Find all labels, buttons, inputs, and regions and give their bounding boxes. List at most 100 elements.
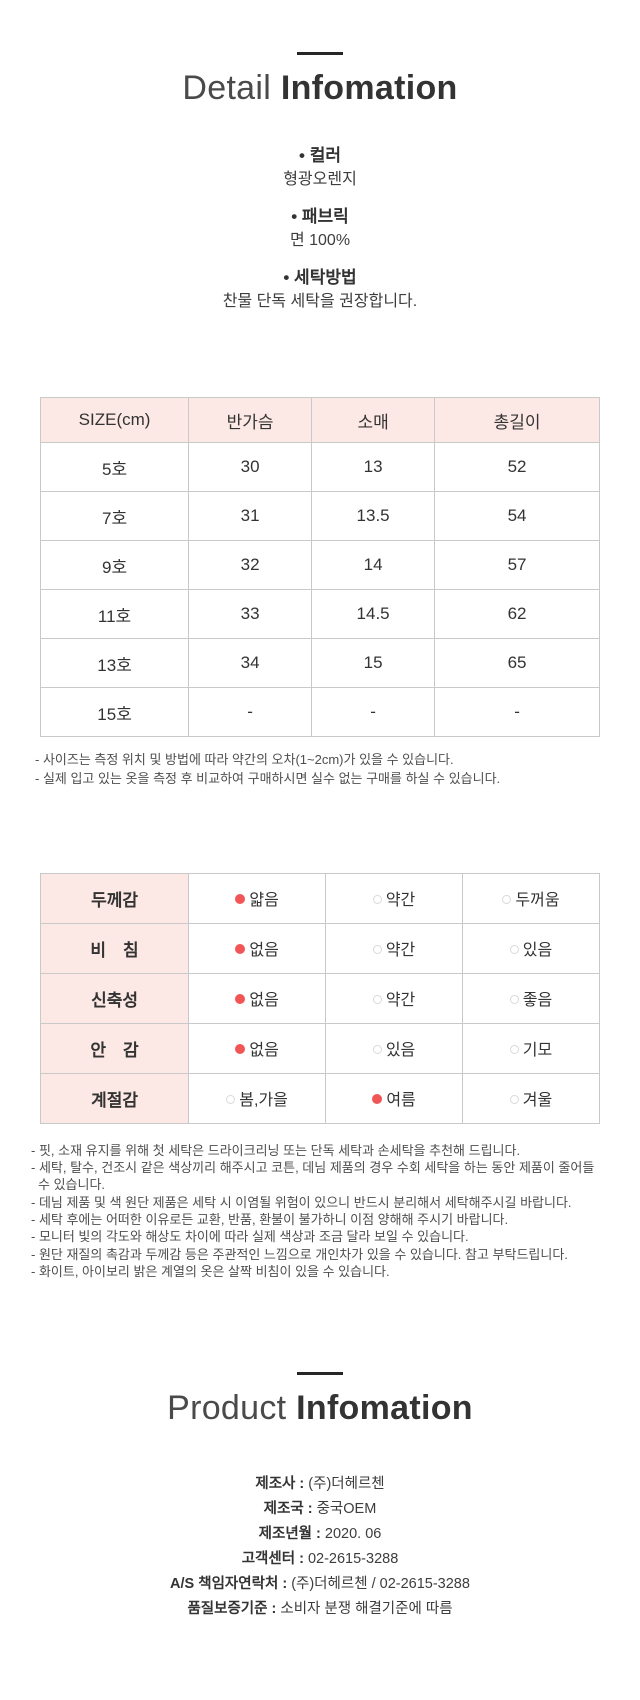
attr-sheerness-label: 비 침 [39,922,190,974]
radio-dot-icon [509,1095,519,1105]
table-row: 신축성 없음 약간 좋음 [39,972,600,1024]
info-value: 소비자 분쟁 해결기준에 따름 [280,1600,453,1617]
attr-option: 없음 [188,1022,327,1074]
size-table-header-size: SIZE(cm) [39,397,190,444]
care-note: - 모니터 빛의 각도와 해상도 차이에 따라 실제 색상과 조금 달라 보일 … [31,1229,469,1245]
info-value: 중국OEM [316,1501,377,1518]
radio-dot-icon [372,995,382,1005]
sleeve-cell: 13 [311,442,436,493]
attr-option-label: 없음 [249,992,279,1010]
attr-option: 두꺼움 [462,872,600,924]
attr-option-label: 기모 [522,1042,553,1060]
care-note: - 화이트, 아이보리 밝은 계열의 옷은 살짝 비침이 있을 수 있습니다. [31,1263,390,1279]
attr-option: 봄,가을 [188,1072,327,1124]
length-cell: 62 [434,589,600,640]
spec-wash-label: • 세탁방법 [283,268,357,288]
sleeve-cell: 15 [311,638,436,689]
info-value: (주)더헤르첸 [308,1476,385,1493]
sleeve-cell: 13.5 [311,491,436,542]
length-cell: 52 [434,442,600,493]
attr-season-label: 계절감 [39,1072,190,1124]
title-divider-line [297,52,343,55]
attr-option: 있음 [325,1022,464,1074]
spec-fabric-value: 면 100% [289,231,351,249]
info-country: 제조국 : 중국OEM [0,1497,640,1522]
attr-option: 없음 [188,972,327,1024]
info-label: 제조년월 [258,1526,313,1543]
attr-option: 있음 [462,922,600,974]
info-separator: : [312,1526,325,1543]
table-row: 9호 32 14 57 [39,540,600,591]
attr-option: 겨울 [462,1072,600,1124]
product-info-list: 제조사 : (주)더헤르첸 제조국 : 중국OEM 제조년월 : 2020. 0… [0,1472,640,1622]
size-table-header-chest: 반가슴 [188,397,313,444]
spec-wash-value: 찬물 단독 세탁을 권장합니다. [222,292,418,310]
title-divider-line [297,1372,343,1376]
chest-cell: 33 [188,589,313,640]
care-note: - 원단 재질의 촉감과 두께감 등은 주관적인 느낌으로 개인차가 있을 수 … [31,1246,568,1262]
detail-section-title: Detail Infomation [0,69,640,108]
attr-stretch-label: 신축성 [39,972,190,1024]
spec-list: • 컬러 형광오렌지 • 패브릭 면 100% • 세탁방법 찬물 단독 세탁을… [0,144,640,313]
fabric-attribute-table: 두께감 얇음 약간 두꺼움 비 침 없음 약간 있음 신축성 없음 약간 좋음 … [39,872,600,1124]
info-label: 품질보증기준 [187,1600,268,1617]
info-value: (주)더헤르첸 / 02-2615-3288 [291,1575,470,1592]
care-note: - 데님 제품 및 색 원단 제품은 세탁 시 이염될 위험이 있으니 반드시 … [31,1194,572,1210]
size-table-header-sleeve: 소매 [311,397,436,444]
table-row: 13호 34 15 65 [39,638,600,689]
table-row: 두께감 얇음 약간 두꺼움 [39,872,600,924]
table-row: 계절감 봄,가을 여름 겨울 [39,1072,600,1124]
info-value: 02-2615-3288 [307,1551,399,1568]
radio-dot-icon [509,995,519,1005]
table-row: 11호 33 14.5 62 [39,589,600,640]
chest-cell: - [188,687,313,738]
attr-option-label: 얇음 [249,892,279,910]
length-cell: 57 [434,540,600,591]
info-label: 제조사 [255,1476,296,1493]
size-cell: 5호 [39,442,190,493]
chest-cell: 31 [188,491,313,542]
radio-dot-icon [372,895,382,905]
info-separator: : [278,1575,292,1592]
radio-dot-icon [372,1045,382,1055]
spec-color-label: • 컬러 [299,146,341,166]
attr-option: 약간 [325,922,464,974]
attr-option: 약간 [325,872,464,924]
attr-option-label: 좋음 [522,992,553,1010]
attr-option: 여름 [325,1072,464,1124]
radio-dot-icon [372,945,382,955]
attr-lining-label: 안 감 [39,1022,190,1074]
radio-dot-icon [235,1044,246,1055]
title-word-bold: Infomation [296,1389,473,1428]
table-row: 비 침 없음 약간 있음 [39,922,600,974]
attr-option-label: 약간 [385,892,416,910]
attr-option-label: 봄,가을 [239,1092,288,1110]
radio-dot-icon [235,944,246,955]
info-label: 제조국 [263,1501,304,1518]
sleeve-cell: 14.5 [311,589,436,640]
product-section-title: Product Infomation [0,1389,640,1428]
radio-dot-icon [235,894,246,905]
info-date: 제조년월 : 2020. 06 [0,1522,640,1547]
attr-option-label: 없음 [249,942,279,960]
info-separator: : [267,1600,281,1617]
attr-option: 기모 [462,1022,600,1074]
chest-cell: 30 [188,442,313,493]
attr-option: 얇음 [188,872,327,924]
size-cell: 9호 [39,540,190,591]
radio-dot-icon [372,1094,383,1105]
info-warranty: 품질보증기준 : 소비자 분쟁 해결기준에 따름 [0,1597,640,1622]
chest-cell: 34 [188,638,313,689]
info-label: 고객센터 [241,1551,296,1568]
title-word-light: Detail [182,69,272,107]
spec-wash: • 세탁방법 찬물 단독 세탁을 권장합니다. [0,266,640,313]
attr-option-label: 있음 [522,942,553,960]
attr-option: 좋음 [462,972,600,1024]
size-cell: 7호 [39,491,190,542]
table-row: 안 감 없음 있음 기모 [39,1022,600,1074]
size-table-header-row: SIZE(cm) 반가슴 소매 총길이 [39,397,600,444]
care-note: - 세탁, 탈수, 건조시 같은 색상끼리 해주시고 코튼, 데님 제품의 경우… [31,1160,595,1193]
size-note: - 사이즈는 측정 위치 및 방법에 따라 약간의 오차(1~2cm)가 있을 … [35,752,454,768]
size-cell: 15호 [39,687,190,738]
